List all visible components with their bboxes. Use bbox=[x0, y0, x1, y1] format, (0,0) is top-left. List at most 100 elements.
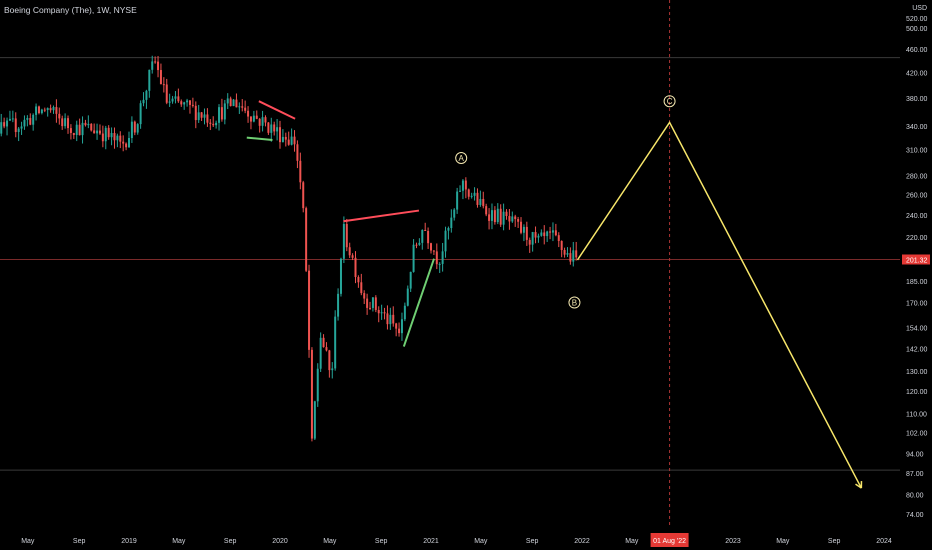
candle-body bbox=[476, 192, 479, 205]
candle-body bbox=[122, 141, 125, 144]
candle-body bbox=[543, 232, 546, 237]
candle-body bbox=[328, 350, 331, 371]
candle-body bbox=[525, 226, 528, 240]
candle-body bbox=[403, 305, 406, 320]
candle-body bbox=[339, 258, 342, 294]
candle-body bbox=[145, 90, 148, 100]
price-tick-label: 240.00 bbox=[906, 213, 928, 220]
wave-B-label: B bbox=[572, 299, 577, 308]
bear-trendline bbox=[258, 100, 296, 120]
time-tick-label: Sep bbox=[526, 538, 539, 545]
candle-body bbox=[165, 84, 168, 103]
candle-body bbox=[459, 190, 462, 192]
candle-body bbox=[531, 232, 534, 245]
candle-body bbox=[261, 117, 264, 126]
candle-body bbox=[313, 401, 316, 439]
price-tick-label: 500.00 bbox=[906, 26, 928, 33]
candle-body bbox=[264, 117, 267, 123]
candle-body bbox=[238, 106, 241, 108]
candle-body bbox=[276, 127, 279, 132]
candle-body bbox=[441, 251, 444, 264]
candle-body bbox=[119, 135, 122, 142]
candle-body bbox=[40, 109, 43, 114]
price-tick-label: 102.00 bbox=[906, 431, 928, 438]
candle-body bbox=[482, 198, 485, 207]
candle-body bbox=[267, 122, 270, 133]
candle-body bbox=[360, 282, 363, 294]
price-tick-label: 130.00 bbox=[906, 369, 928, 376]
candle-body bbox=[549, 231, 552, 233]
candle-body bbox=[200, 112, 203, 118]
price-tick-label: 110.00 bbox=[906, 411, 927, 418]
candle-body bbox=[8, 118, 11, 121]
wave-C-circle bbox=[663, 95, 676, 108]
candle-body bbox=[194, 105, 197, 121]
time-axis-background bbox=[0, 528, 932, 550]
candle-body bbox=[220, 107, 223, 120]
price-tick-label: 220.00 bbox=[906, 235, 928, 242]
candle-body bbox=[75, 124, 78, 135]
price-tick-label: 310.00 bbox=[906, 148, 928, 155]
projection-arrowhead bbox=[855, 483, 862, 489]
candle-body bbox=[435, 251, 438, 265]
time-axis[interactable]: May Sep 2019 May Sep 2020 May Sep 2021 May Sep 2022… bbox=[0, 528, 932, 550]
candle-body bbox=[72, 132, 75, 135]
candle-body bbox=[273, 124, 276, 132]
price-tick-label: 154.00 bbox=[906, 326, 928, 333]
time-tick-label: Sep bbox=[375, 538, 388, 545]
date-marker-badge bbox=[650, 533, 689, 547]
candle-body bbox=[557, 235, 560, 241]
candle-body bbox=[223, 103, 226, 120]
candle-body bbox=[450, 217, 453, 229]
candle-body bbox=[308, 270, 311, 350]
candle-body bbox=[473, 192, 476, 196]
projection-path bbox=[576, 120, 863, 489]
candle-body bbox=[81, 122, 84, 136]
candle-body bbox=[3, 122, 6, 127]
candle-body bbox=[157, 61, 160, 71]
candle-body bbox=[23, 119, 26, 127]
time-tick-label: 2023 bbox=[725, 538, 741, 545]
price-tick-label: 170.00 bbox=[906, 301, 928, 308]
time-tick-label: 2020 bbox=[272, 538, 288, 545]
candle-body bbox=[369, 307, 372, 309]
candle-body bbox=[125, 143, 128, 148]
candle-body bbox=[61, 118, 64, 127]
candle-body bbox=[453, 209, 456, 218]
candle-body bbox=[69, 128, 72, 133]
candle-body bbox=[197, 112, 200, 121]
price-tick-label: 380.00 bbox=[906, 96, 928, 103]
candle-body bbox=[293, 136, 296, 145]
horizontal-lines bbox=[0, 0, 900, 528]
candle-body bbox=[334, 316, 337, 369]
candle-body bbox=[101, 133, 104, 142]
candle-body bbox=[232, 99, 235, 107]
candle-body bbox=[154, 61, 157, 63]
candle-body bbox=[98, 130, 101, 134]
candle-body bbox=[296, 144, 299, 161]
candle-body bbox=[186, 100, 189, 103]
candle-body bbox=[284, 136, 287, 140]
candle-body bbox=[566, 253, 569, 255]
price-axis[interactable]: 520.00 500.00 460.00 420.00 380.00 340.00 310.… bbox=[900, 0, 932, 550]
price-tick-label: 520.00 bbox=[906, 16, 928, 23]
candle-body bbox=[569, 253, 572, 262]
candle-body bbox=[406, 288, 409, 306]
candle-body bbox=[226, 98, 229, 104]
candle-body bbox=[325, 347, 328, 351]
candle-body bbox=[438, 263, 441, 265]
candle-body bbox=[212, 123, 215, 126]
candle-body bbox=[171, 98, 174, 102]
candle-body bbox=[342, 223, 345, 259]
candle-body bbox=[290, 136, 293, 145]
currency-label[interactable]: USD bbox=[912, 5, 927, 12]
price-tick-label: 80.00 bbox=[906, 492, 924, 499]
price-tick-label: 460.00 bbox=[906, 47, 928, 54]
wave-A-circle bbox=[455, 151, 468, 164]
time-tick-label: May bbox=[21, 538, 35, 545]
candle-body bbox=[551, 230, 554, 233]
candle-body bbox=[229, 98, 232, 107]
candle-body bbox=[110, 133, 113, 138]
candle-body bbox=[575, 250, 578, 258]
